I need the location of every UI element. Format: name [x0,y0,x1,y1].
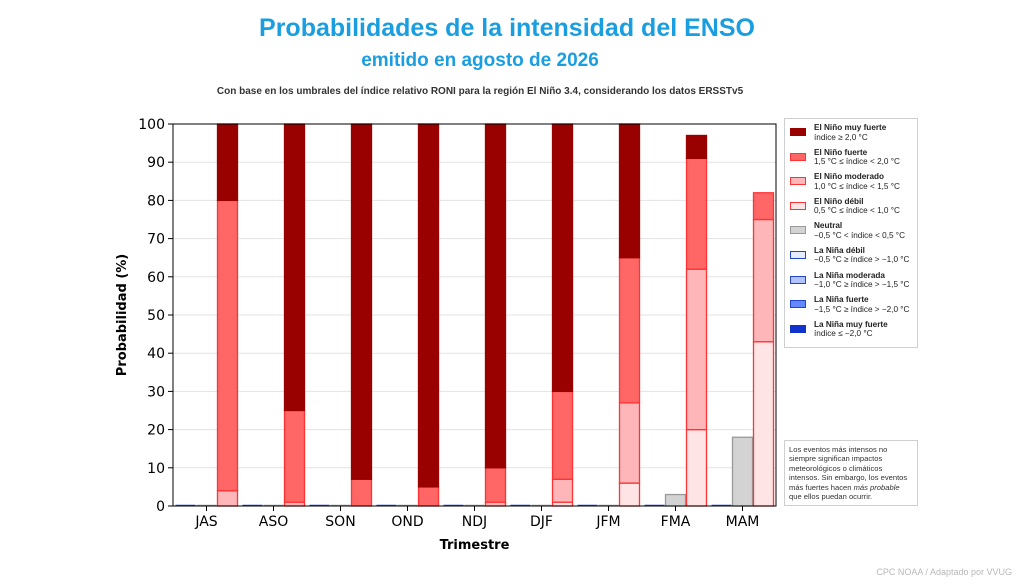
bar-ond-el-niño-fuerte [417,486,440,507]
bar-fma-neutral [664,493,687,507]
legend-range: −1,0 °C ≥ índice > −1,5 °C [814,280,910,290]
y-tick-label: 20 [147,423,165,439]
y-tick-label: 30 [147,384,165,400]
y-tick-label: 80 [147,193,165,209]
caveat-text-emphasis: más probable [853,482,900,492]
legend-range: −1,5 °C ≥ índice > −2,0 °C [814,304,910,314]
bar-aso-el-niño-fuerte [283,409,306,503]
bar-mam-neutral [731,436,754,507]
legend-name: El Niño moderado [814,172,885,182]
legend-swatch [790,152,806,161]
x-tick-label: NDJ [462,514,487,530]
bar-jfm-el-niño-fuerte [618,257,641,404]
bar-djf-el-niño-muy-fuerte [551,123,574,393]
y-tick-label: 50 [147,308,165,324]
y-tick-label: 100 [138,117,165,133]
legend-name: La Niña moderada [814,270,885,280]
x-tick-label: FMA [661,514,691,530]
legend-range: −0,5 °C < índice < 0,5 °C [814,230,905,240]
bar-ond-el-niño-muy-fuerte [417,123,440,488]
bar-jfm-el-niño-débil [618,482,641,507]
bar-mam-el-niño-moderado [752,218,775,343]
y-tick-label: 10 [147,461,165,477]
legend-item: El Niño muy fuerte índice ≥ 2,0 °C [790,123,917,148]
x-tick-label: DJF [530,514,553,530]
bar-fma-el-niño-moderado [685,268,708,431]
legend-swatch [790,226,806,235]
legend-item: El Niño fuerte 1,5 °C ≤ índice < 2,0 °C [790,148,917,173]
y-tick-label: 0 [156,499,165,515]
legend-name: La Niña muy fuerte [814,319,888,329]
legend-item: Neutral −0,5 °C < índice < 0,5 °C [790,221,917,246]
x-tick-label: JAS [194,514,217,530]
caveat-text-before: Los eventos más intensos no siempre sign… [789,445,908,492]
legend-name: La Niña débil [814,245,865,255]
caveat-text-after: que ellos puedan ocurrir. [789,492,873,502]
bar-jfm-el-niño-muy-fuerte [618,123,641,259]
y-axis-label: Probabilidad (%) [115,254,130,376]
bar-fma-el-niño-débil [685,428,708,507]
legend-item: La Niña débil −0,5 °C ≥ índice > −1,0 °C [790,246,917,271]
legend-item: El Niño débil 0,5 °C ≤ índice < 1,0 °C [790,197,917,222]
bar-fma-el-niño-fuerte [685,157,708,270]
bar-fma-el-niño-muy-fuerte [685,134,708,160]
legend-range: −0,5 °C ≥ índice > −1,0 °C [814,255,910,265]
y-tick-label: 70 [147,232,165,248]
bar-son-el-niño-muy-fuerte [350,123,373,480]
x-tick-label: SON [325,514,355,530]
y-tick-label: 90 [147,155,165,171]
x-tick-label: OND [391,514,423,530]
plot-frame [172,123,777,507]
legend-range: índice ≤ −2,0 °C [814,329,873,339]
bar-ndj-el-niño-muy-fuerte [484,123,507,469]
legend-range: índice ≥ 2,0 °C [814,132,868,142]
legend-range: 1,0 °C ≤ índice < 1,5 °C [814,181,900,191]
legend-item: La Niña fuerte −1,5 °C ≥ índice > −2,0 °C [790,295,917,320]
legend-name: El Niño muy fuerte [814,123,887,132]
bar-son-el-niño-fuerte [350,478,373,507]
x-axis-label: Trimestre [440,538,510,553]
legend-swatch [790,201,806,210]
chart-subtitle: emitido en agosto de 2026 [361,50,599,71]
legend-name: Neutral [814,221,843,231]
bar-jas-el-niño-moderado [216,490,239,507]
bar-jas-el-niño-muy-fuerte [216,123,239,202]
legend-item: La Niña moderada −1,0 °C ≥ índice > −1,5 … [790,271,917,296]
legend-swatch [790,300,806,309]
legend-range: 0,5 °C ≤ índice < 1,0 °C [814,206,900,216]
y-tick-label: 40 [147,346,165,362]
bar-mam-el-niño-débil [752,341,775,507]
legend-item: La Niña muy fuerte índice ≤ −2,0 °C [790,320,917,345]
legend-range: 1,5 °C ≤ índice < 2,0 °C [814,157,900,167]
x-tick-label: ASO [259,514,288,530]
chart-title: Probabilidades de la intensidad del ENSO [259,14,755,42]
credit-text: CPC NOAA / Adaptado por VVUG [876,567,1012,577]
legend-item: El Niño moderado 1,0 °C ≤ índice < 1,5 °C [790,172,917,197]
legend-swatch [790,177,806,186]
legend-swatch [790,275,806,284]
y-tick-label: 60 [147,270,165,286]
legend-name: La Niña fuerte [814,295,869,305]
bar-aso-el-niño-muy-fuerte [283,123,306,412]
legend-name: El Niño débil [814,196,864,206]
legend-swatch [790,128,806,136]
bar-mam-el-niño-fuerte [752,192,775,221]
x-tick-label: MAM [726,514,760,530]
legend-swatch [790,250,806,259]
x-tick-label: JFM [595,514,620,530]
chart-note: Con base en los umbrales del índice rela… [216,86,744,97]
legend-swatch [790,324,806,333]
legend: El Niño muy fuerte índice ≥ 2,0 °C El Niño… [784,118,918,348]
caveat-box: Los eventos más intensos no siempre sign… [784,440,918,506]
bar-djf-el-niño-fuerte [551,390,574,480]
bar-ndj-el-niño-fuerte [484,467,507,503]
bar-jfm-el-niño-moderado [618,402,641,484]
bar-djf-el-niño-moderado [551,478,574,503]
legend-name: El Niño fuerte [814,147,868,157]
bar-jas-el-niño-fuerte [216,199,239,492]
